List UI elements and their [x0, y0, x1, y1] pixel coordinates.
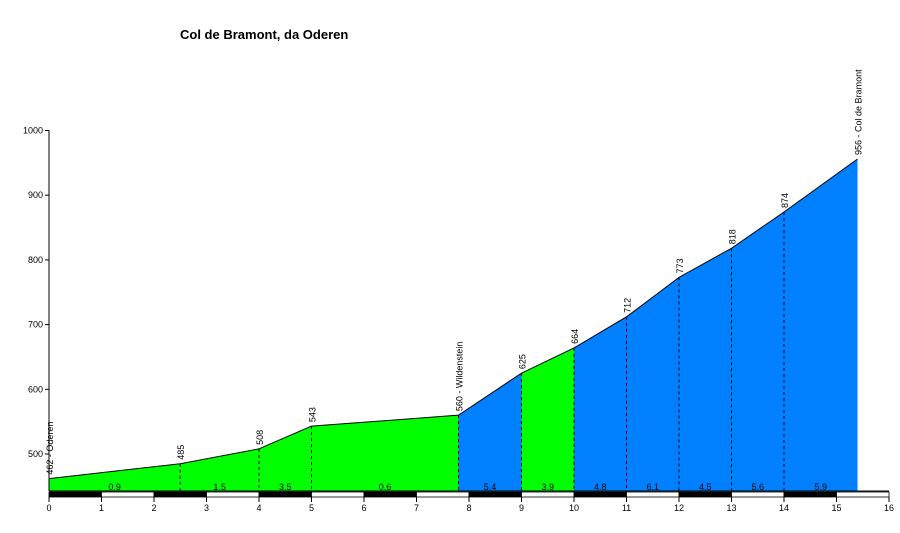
x-tick-label-4: 4 [256, 503, 261, 513]
point-label-4: 543 [308, 407, 318, 422]
scale-block-4 [258, 491, 312, 498]
x-tick-label-2: 2 [151, 503, 156, 513]
point-labels: 462 - Oderen 485 508 543 560 - Wildenstein 62… [45, 69, 864, 475]
gradient-label-7: 4.8 [594, 482, 607, 492]
segment-area-5 [458, 373, 522, 491]
x-tick-label-9: 9 [519, 503, 524, 513]
segment-area-2 [180, 448, 259, 491]
x-tick-label-16: 16 [884, 503, 894, 513]
x-tick-label-13: 13 [726, 503, 736, 513]
x-axis: 0 1 2 3 4 5 6 7 8 9 10 11 12 13 14 15 16 [46, 490, 894, 513]
point-label-11: 874 [780, 193, 790, 208]
gradient-label-3: 3.5 [279, 482, 292, 492]
segment-area-4 [311, 415, 459, 491]
x-tick-label-12: 12 [674, 503, 684, 513]
segment-area-3 [259, 426, 312, 491]
y-tick-label-800: 800 [28, 255, 43, 265]
x-tick-label-6: 6 [361, 503, 366, 513]
point-label-8: 712 [623, 298, 633, 313]
scale-block-6 [363, 491, 417, 498]
y-tick-label-1000: 1000 [23, 126, 43, 136]
gradient-labels: 0.9 1.5 3.5 0.6 5.4 3.9 4.8 6.1 4.5 5.6 5.9 [108, 482, 827, 492]
y-tick-label-900: 900 [28, 190, 43, 200]
x-tick-label-3: 3 [204, 503, 209, 513]
y-axis: 500 600 700 800 900 1000 [23, 126, 50, 491]
scale-block-10 [573, 491, 627, 498]
scale-block-5 [311, 491, 365, 498]
segment-area-10 [731, 212, 784, 491]
segment-area-11 [784, 158, 858, 491]
scale-block-8 [468, 491, 522, 498]
scale-block-7 [416, 491, 470, 498]
gradient-label-1: 0.9 [108, 482, 121, 492]
point-label-9: 773 [675, 258, 685, 273]
point-label-10: 818 [728, 229, 738, 244]
point-label-3: 508 [255, 430, 265, 445]
segment-dividers [179, 212, 785, 491]
x-tick-label-15: 15 [831, 503, 841, 513]
profile-segments [48, 158, 858, 491]
x-tick-label-14: 14 [779, 503, 789, 513]
point-label-12: 956 - Col de Bramont [854, 69, 864, 155]
x-tick-label-10: 10 [569, 503, 579, 513]
scale-block-0 [48, 491, 102, 498]
segment-area-9 [679, 248, 732, 491]
segment-area-1 [49, 463, 181, 491]
scale-block-11 [626, 491, 680, 498]
gradient-label-5: 5.4 [484, 482, 497, 492]
scale-block-14 [783, 491, 837, 498]
point-label-6: 625 [518, 354, 528, 369]
x-tick-label-7: 7 [414, 503, 419, 513]
profile-line [48, 158, 858, 480]
y-tick-label-500: 500 [28, 449, 43, 459]
point-label-2: 485 [176, 445, 186, 460]
gradient-label-10: 5.6 [751, 482, 764, 492]
x-tick-label-5: 5 [309, 503, 314, 513]
x-tick-label-0: 0 [46, 503, 51, 513]
gradient-label-2: 1.5 [213, 482, 226, 492]
scale-block-13 [731, 491, 785, 498]
gradient-label-4: 0.6 [379, 482, 392, 492]
y-tick-label-600: 600 [28, 384, 43, 394]
segment-area-6 [521, 347, 574, 491]
point-label-5: 560 - Wildenstein [455, 342, 465, 412]
scale-block-2 [153, 491, 207, 498]
point-label-7: 664 [570, 329, 580, 344]
x-tick-label-1: 1 [99, 503, 104, 513]
segment-area-8 [626, 277, 679, 491]
scale-block-1 [101, 491, 155, 498]
distance-scale-bar [48, 491, 890, 498]
scale-block-12 [678, 491, 732, 498]
scale-block-9 [521, 491, 575, 498]
scale-block-3 [206, 491, 260, 498]
gradient-label-6: 3.9 [541, 482, 554, 492]
x-tick-label-11: 11 [622, 503, 631, 513]
x-tick-label-8: 8 [466, 503, 471, 513]
point-label-1: 462 - Oderen [45, 422, 55, 475]
gradient-label-8: 6.1 [646, 482, 659, 492]
scale-block-15 [836, 491, 890, 498]
gradient-label-9: 4.5 [699, 482, 712, 492]
gradient-label-11: 5.9 [814, 482, 827, 492]
chart-title: Col de Bramont, da Oderen [180, 27, 348, 42]
segment-area-7 [574, 316, 627, 491]
y-tick-label-700: 700 [28, 320, 43, 330]
